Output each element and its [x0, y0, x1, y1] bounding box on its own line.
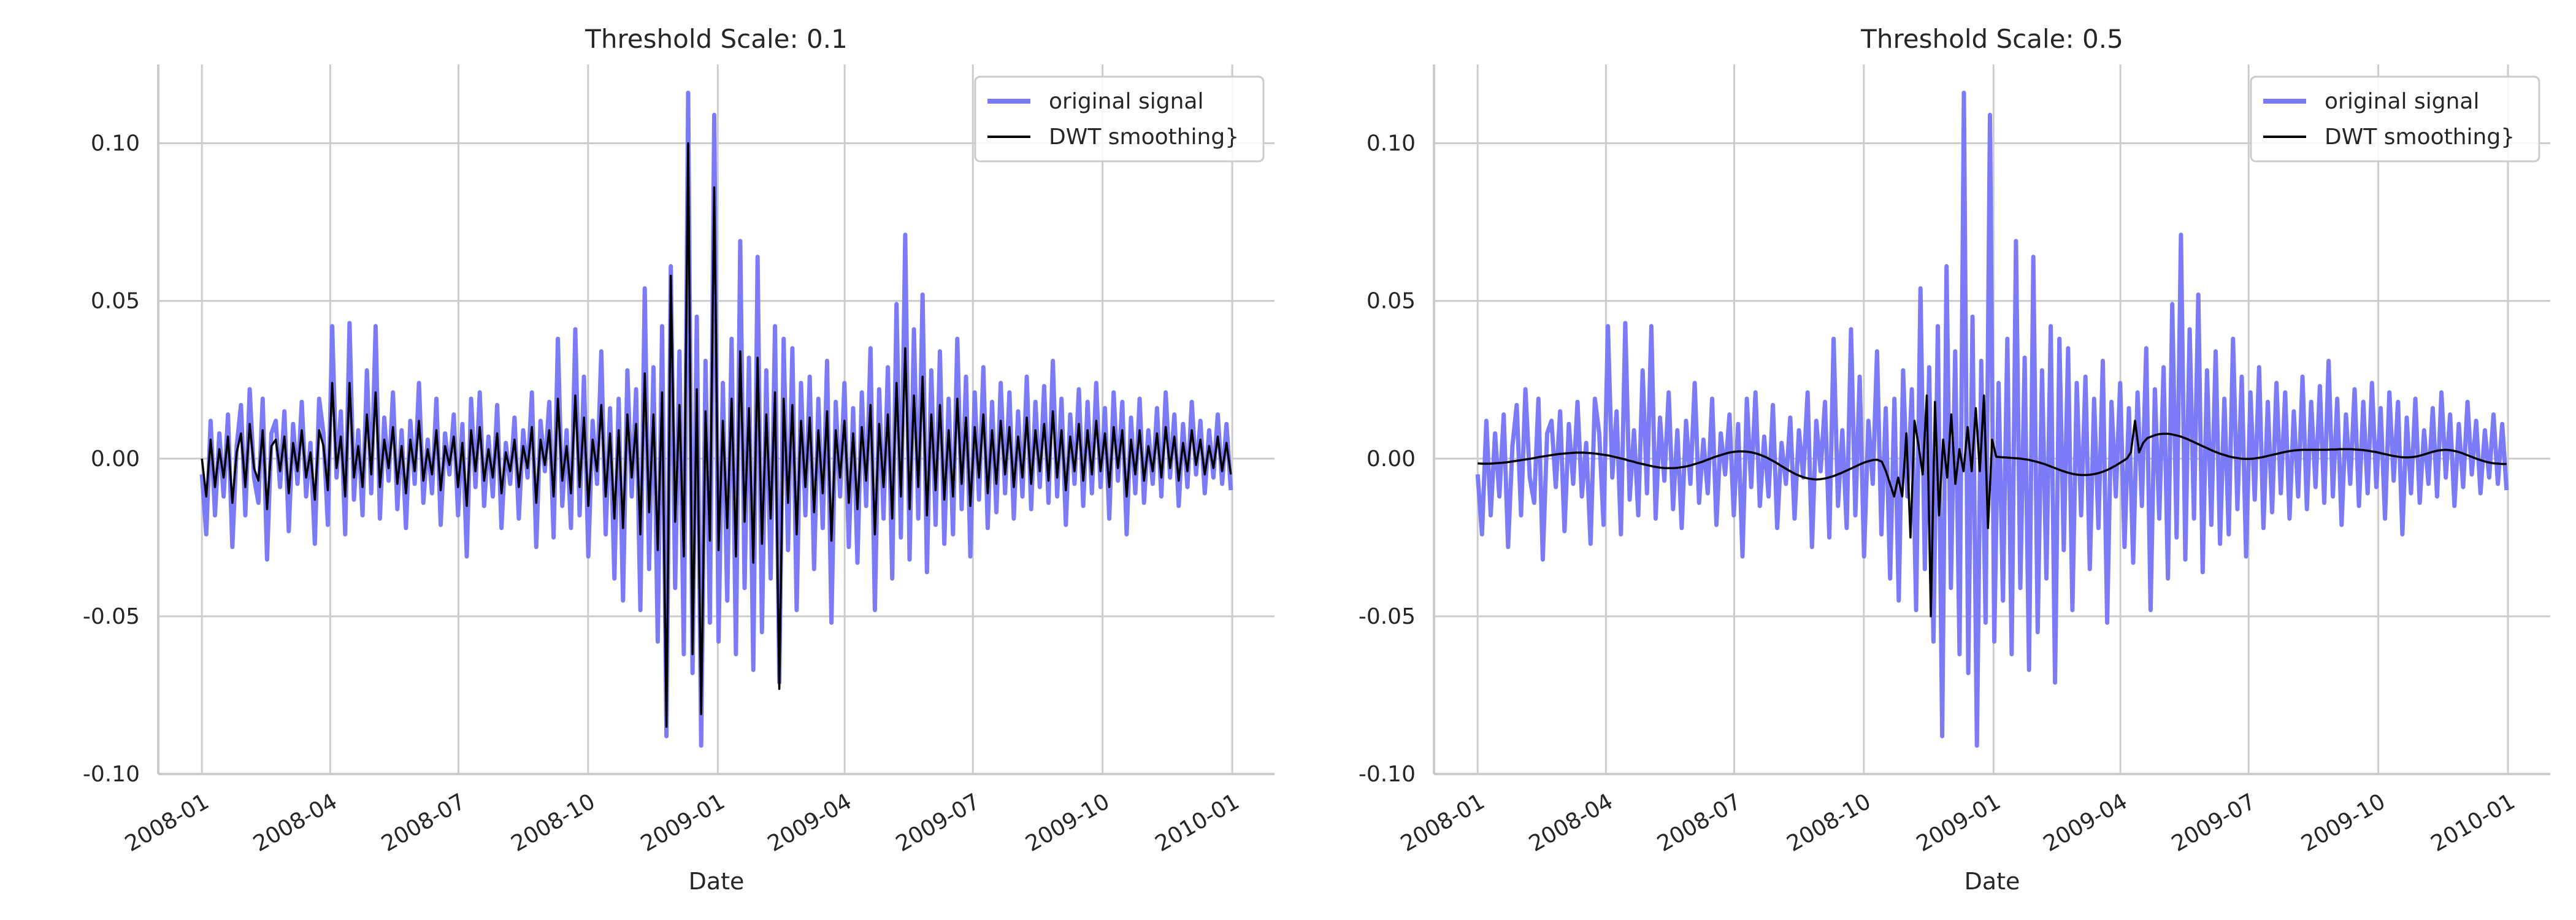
right-axes [1433, 64, 2550, 775]
right-x-tick-label: 2009-10 [2297, 789, 2390, 857]
left-series [199, 90, 1233, 748]
right-chart-title: Threshold Scale: 0.5 [1860, 24, 2123, 54]
right-original-signal-line [1475, 90, 2509, 748]
right-x-tick-label: 2010-01 [2427, 789, 2520, 857]
right-legend-box [2250, 75, 2540, 163]
right-legend-label-original: original signal [2325, 89, 2480, 114]
right-x-tick-label: 2008-04 [1525, 789, 1617, 857]
right-x-tick-label: 2008-10 [1783, 789, 1876, 857]
left-x-tick-label: 2009-04 [764, 789, 856, 857]
left-chart-panel: Threshold Scale: 0.1 -0.10 -0.05 0.00 0.05 0… [83, 24, 1275, 895]
left-y-tick-label: 0.10 [91, 131, 140, 156]
left-chart-title: Threshold Scale: 0.1 [585, 24, 848, 54]
right-x-tick-label: 2009-07 [2168, 789, 2260, 857]
left-axes [157, 64, 1275, 775]
left-x-tick-label: 2008-07 [377, 789, 470, 857]
right-dwt-smoothing-line [1478, 394, 2507, 618]
right-x-tick-label: 2008-01 [1397, 789, 1489, 857]
right-legend-label-dwt: DWT smoothing} [2325, 125, 2515, 150]
left-x-tick-label: 2009-07 [892, 789, 984, 857]
left-legend-box [974, 75, 1265, 163]
left-legend-label-original: original signal [1049, 89, 1204, 114]
right-y-tick-label: 0.10 [1367, 131, 1416, 156]
left-y-tick-label: 0.00 [91, 447, 140, 472]
right-y-tick-label: -0.10 [1359, 762, 1416, 787]
right-y-tick-label: 0.05 [1367, 289, 1416, 314]
left-x-tick-label: 2010-01 [1151, 789, 1244, 857]
left-y-tick-label: -0.05 [83, 604, 140, 629]
left-x-tick-label: 2008-10 [507, 789, 600, 857]
left-x-tick-label: 2009-01 [637, 789, 729, 857]
left-legend: original signal DWT smoothing} [974, 75, 1265, 163]
right-x-tick-label: 2009-01 [1912, 789, 2005, 857]
right-y-tick-label: 0.00 [1367, 447, 1416, 472]
right-x-tick-label: 2009-04 [2039, 789, 2132, 857]
left-legend-label-dwt: DWT smoothing} [1049, 125, 1239, 150]
right-series [1475, 90, 2509, 748]
right-y-tick-label: -0.05 [1359, 604, 1416, 629]
left-x-axis-label: Date [689, 868, 745, 895]
left-y-tick-label: -0.10 [83, 762, 140, 787]
left-y-tick-label: 0.05 [91, 289, 140, 314]
right-x-tick-label: 2008-07 [1653, 789, 1746, 857]
right-chart-panel: Threshold Scale: 0.5 -0.10 -0.05 0.00 0.05 0… [1359, 24, 2550, 895]
left-x-tick-label: 2009-10 [1021, 789, 1114, 857]
right-x-axis-label: Date [1965, 868, 2020, 895]
right-legend: original signal DWT smoothing} [2250, 75, 2540, 163]
left-dwt-smoothing-line [201, 142, 1232, 728]
left-x-tick-label: 2008-04 [249, 789, 342, 857]
left-x-tick-label: 2008-01 [121, 789, 213, 857]
